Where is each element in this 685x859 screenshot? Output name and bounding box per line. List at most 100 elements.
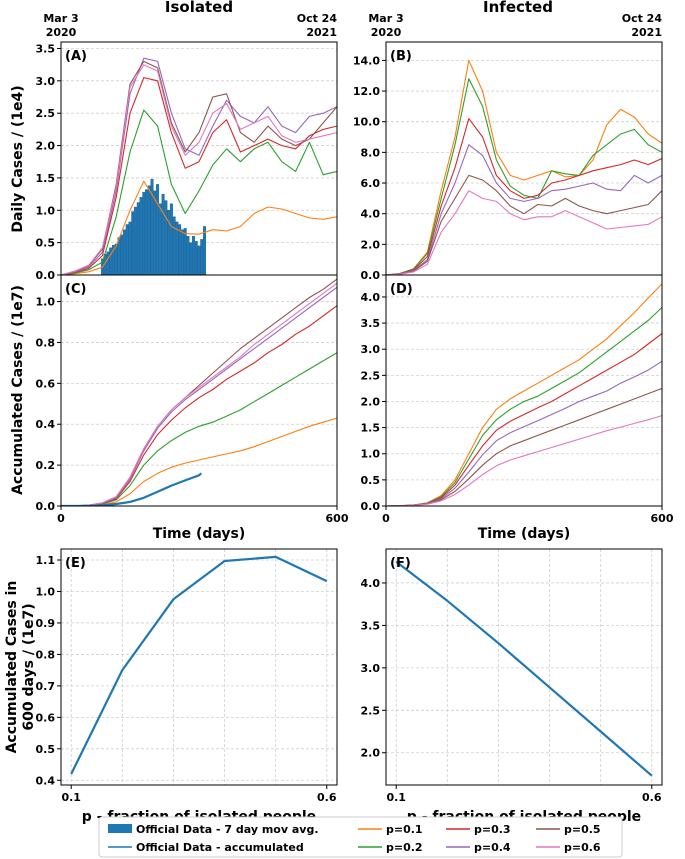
y-tick-label: 2.0 — [361, 747, 381, 760]
y-tick-label: 2.0 — [361, 395, 381, 408]
legend-label: Official Data - accumulated — [136, 841, 304, 854]
series-line-p0-5 — [386, 387, 662, 506]
legend-entry: Official Data - 7 day mov avg. — [108, 823, 319, 836]
series-line-p0-6 — [61, 282, 337, 506]
panel-c: 0.0 0.2 0.4 0.6 0.8 1.0 0 600 (C) Time (days) Accu… — [10, 274, 349, 542]
series-line-p0-4 — [386, 144, 662, 275]
y-tick-label: 0.5 — [36, 743, 56, 756]
y-tick-label: 10.0 — [353, 116, 380, 129]
legend-entry: p=0.1 — [358, 823, 423, 836]
date-end-right: Oct 24 — [622, 12, 663, 25]
x-ticks: 0 600 — [57, 506, 349, 525]
series-line-p0-1 — [61, 417, 337, 506]
legend-label: p=0.3 — [474, 823, 511, 836]
x-tick-label: 600 — [651, 512, 674, 525]
bar — [142, 191, 146, 275]
bar — [161, 193, 165, 275]
x-tick-label: 0 — [382, 512, 390, 525]
y-ticks: 0.0 0.5 1.0 1.5 2.0 2.5 3.0 3.5 — [36, 42, 61, 282]
y-tick-label: 0.6 — [36, 711, 56, 724]
y-tick-label: 3.0 — [36, 75, 56, 88]
series-line-official — [395, 560, 653, 777]
y-tick-label: 0.8 — [36, 648, 56, 661]
y-tick-label: 2.0 — [361, 238, 381, 251]
x-tick-label: 600 — [326, 512, 349, 525]
title-left: Isolated — [165, 0, 233, 16]
legend-entry: p=0.2 — [358, 841, 423, 854]
series-line-p0-4 — [386, 360, 662, 506]
series-lines — [61, 278, 337, 506]
bar — [125, 224, 129, 275]
series-line-official — [70, 555, 328, 775]
series-line-p0-3 — [61, 77, 337, 275]
bar — [156, 184, 160, 275]
bar — [123, 229, 126, 275]
y-tick-label: 1.0 — [36, 204, 56, 217]
bar — [175, 221, 179, 275]
y-tick-label: 3.0 — [361, 343, 381, 356]
y-tick-label: 2.5 — [361, 704, 381, 717]
y-tick-label: 1.5 — [36, 172, 56, 185]
y-tick-label: 1.0 — [36, 296, 56, 309]
y-tick-label: 0.8 — [36, 336, 56, 349]
bar — [109, 247, 113, 275]
panel-b: 0.0 2.0 4.0 6.0 8.0 10.0 12.0 14.0 (B) — [353, 41, 663, 282]
y-tick-label: 0.9 — [36, 617, 56, 630]
bar — [145, 189, 149, 275]
y-tick-label: 0.0 — [36, 269, 56, 282]
panel-f: 2.02.53.03.54.00.10.6(F)p - fraction of … — [361, 548, 663, 825]
grid — [61, 48, 337, 276]
y-tick-label: 3.5 — [36, 42, 56, 55]
y-axis-label: Accumulated Cases in600 days / (1e7) — [4, 581, 37, 754]
bar — [178, 224, 182, 275]
series-line-p0-1 — [386, 59, 662, 275]
y-tick-label: 8.0 — [361, 146, 381, 159]
y-tick-label: 1.1 — [36, 554, 56, 567]
y-tick-label: 3.5 — [361, 619, 381, 632]
series-line-p0-4 — [61, 57, 337, 275]
y-ticks: 0.4 0.5 0.6 0.7 0.8 0.9 1.0 1.1 — [36, 554, 61, 787]
bar — [117, 237, 121, 275]
bar — [153, 190, 157, 275]
bar — [172, 216, 176, 275]
y-tick-label: 12.0 — [353, 85, 380, 98]
series-line-p0-4 — [61, 286, 337, 506]
bar — [169, 203, 173, 275]
y-axis-label: Accumulated Cases / (1e7) — [10, 285, 26, 495]
x-tick-label: 0.1 — [61, 791, 81, 804]
year-start-left: 2020 — [46, 26, 77, 39]
y-axis-label-line: Accumulated Cases in — [4, 581, 20, 754]
official-bars — [100, 179, 206, 275]
legend-label: Official Data - 7 day mov avg. — [136, 823, 319, 836]
y-tick-label: 0.0 — [36, 500, 56, 513]
legend-entry: p=0.4 — [446, 841, 511, 854]
y-tick-label: 0.6 — [36, 377, 56, 390]
legend-entry: p=0.6 — [536, 841, 601, 854]
year-end-right: 2021 — [631, 26, 662, 39]
legend: Official Data - 7 day mov avg. Official D… — [98, 816, 623, 858]
y-tick-label: 4.0 — [361, 208, 381, 221]
axes-frame — [60, 548, 338, 786]
bar — [200, 239, 204, 275]
axes-frame — [60, 274, 338, 507]
grid — [61, 549, 337, 785]
y-tick-label: 2.5 — [361, 369, 381, 382]
year-start-right: 2020 — [371, 26, 402, 39]
y-tick-label: 0.5 — [36, 237, 56, 250]
panel-e: 0.40.50.60.70.80.91.01.10.10.6(E)p - fra… — [4, 548, 338, 825]
series-lines — [395, 560, 653, 777]
bar — [128, 221, 132, 275]
series-line-p0-6 — [61, 64, 337, 275]
series-line-p0-1 — [61, 180, 337, 275]
y-tick-label: 0.0 — [361, 269, 381, 282]
title-right: Infected — [483, 0, 553, 16]
y-tick-label: 2.0 — [36, 140, 56, 153]
panel-label: (D) — [390, 282, 413, 297]
bar — [194, 241, 198, 275]
legend-entry: p=0.5 — [536, 823, 601, 836]
date-start-left: Mar 3 — [43, 12, 78, 25]
bar — [183, 228, 187, 275]
y-ticks: 0.0 2.0 4.0 6.0 8.0 10.0 12.0 14.0 — [353, 54, 386, 282]
panel-d: 0.0 0.5 1.0 1.5 2.0 2.5 3.0 3.5 4.0 0 600 (D) Time (… — [361, 274, 674, 542]
bar — [111, 245, 115, 275]
